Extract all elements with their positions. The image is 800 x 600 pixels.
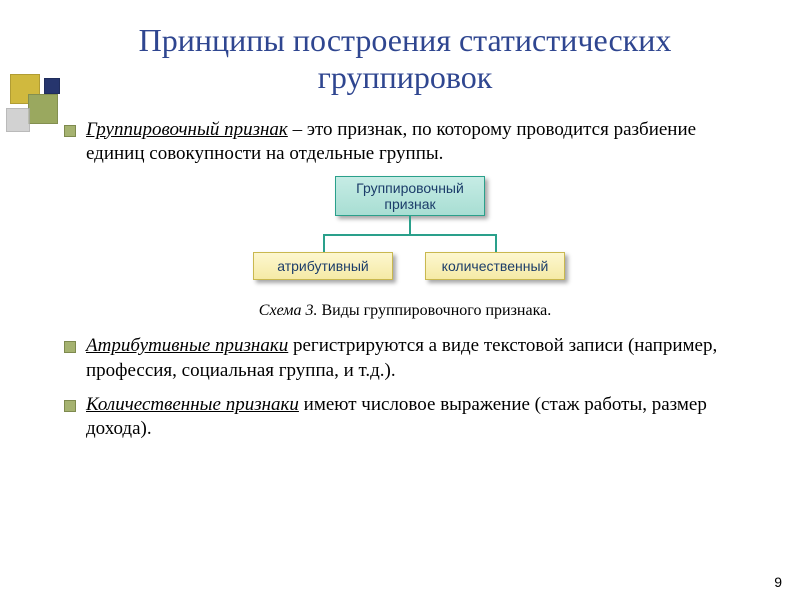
diagram-root-node: Группировочный признак <box>335 176 485 216</box>
diagram-caption: Схема 3. Виды группировочного признака. <box>60 302 750 320</box>
node-label: атрибутивный <box>277 258 369 274</box>
node-label: Группировочный признак <box>342 180 478 212</box>
diagram-leaf-node: количественный <box>425 252 565 280</box>
term: Группировочный признак <box>86 119 288 140</box>
bullet-item: Количественные признаки имеют числовое в… <box>60 393 750 442</box>
deco-square <box>44 78 60 94</box>
connector <box>323 234 497 236</box>
diagram-tree: Группировочный признак атрибутивный коли… <box>225 176 585 296</box>
page-number: 9 <box>774 574 782 590</box>
connector <box>495 234 497 252</box>
caption-schema: Схема 3. <box>259 302 318 319</box>
term: Атрибутивные признаки <box>86 335 288 356</box>
deco-square <box>6 108 30 132</box>
term: Количественные признаки <box>86 394 299 415</box>
connector <box>323 234 325 252</box>
deco-square <box>28 94 58 124</box>
slide: Принципы построения статистических групп… <box>0 0 800 600</box>
node-label: количественный <box>442 258 549 274</box>
bullet-item: Группировочный признак – это признак, по… <box>60 118 750 167</box>
bullet-item: Атрибутивные признаки регистрируются а в… <box>60 334 750 383</box>
bullet-list: Атрибутивные признаки регистрируются а в… <box>60 334 750 441</box>
slide-title: Принципы построения статистических групп… <box>60 22 750 96</box>
diagram-leaf-node: атрибутивный <box>253 252 393 280</box>
bullet-list: Группировочный признак – это признак, по… <box>60 118 750 167</box>
connector <box>409 216 411 234</box>
caption-text: Виды группировочного признака. <box>317 302 551 319</box>
